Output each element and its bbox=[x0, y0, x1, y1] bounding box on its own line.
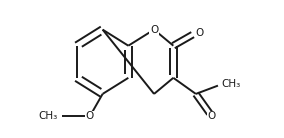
Text: O: O bbox=[196, 28, 204, 38]
Text: O: O bbox=[150, 25, 158, 35]
Text: CH₃: CH₃ bbox=[38, 111, 58, 121]
Text: O: O bbox=[86, 111, 94, 121]
Text: CH₃: CH₃ bbox=[222, 79, 241, 89]
Text: O: O bbox=[208, 111, 216, 121]
